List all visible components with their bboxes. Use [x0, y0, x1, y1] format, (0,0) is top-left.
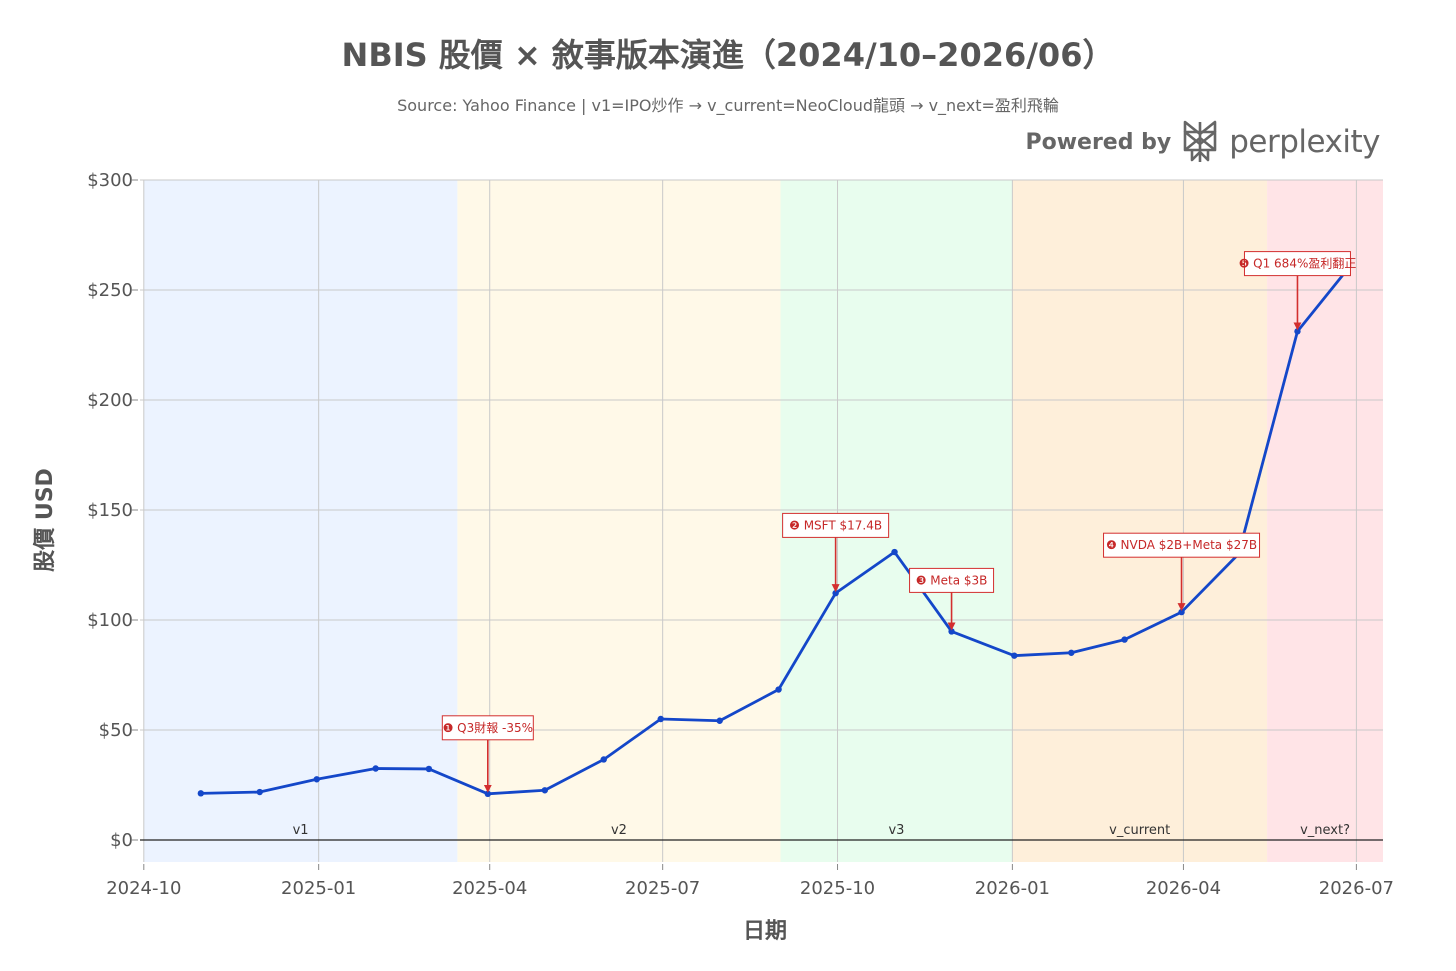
annotation-box-3	[1103, 532, 1261, 558]
era-label-1: v2	[611, 823, 627, 838]
era-band-3	[1012, 180, 1268, 862]
data-point-12	[891, 548, 898, 556]
chart-subtitle: Source: Yahoo Finance | v1=IPO炒作 → v_cur…	[397, 96, 1059, 115]
annotation-box-1	[782, 512, 890, 538]
x-tick-label-6: 2026-04	[1146, 878, 1221, 899]
y-tick-label-6: $300	[87, 170, 133, 191]
data-point-5	[484, 790, 492, 797]
era-band-1	[457, 180, 781, 862]
data-point-16	[1121, 636, 1128, 643]
annotation-label-0: ❶ Q3財報 -35%	[443, 720, 533, 735]
brand-name: perplexity	[1229, 124, 1380, 160]
x-tick-label-0: 2024-10	[106, 878, 181, 899]
x-axis-title: 日期	[743, 919, 787, 944]
data-point-3	[372, 765, 379, 772]
era-label-4: v_next?	[1300, 823, 1350, 838]
brand-prefix: Powered by	[1025, 129, 1172, 155]
x-tick-label-2: 2025-04	[452, 878, 527, 899]
brand-badge: Powered by perplexity	[1025, 120, 1380, 164]
data-point-19	[1294, 328, 1301, 335]
x-tick-label-4: 2025-10	[800, 878, 875, 899]
data-point-11	[832, 589, 839, 597]
era-bands	[143, 180, 1383, 862]
annotation-label-1: ❷ MSFT $17.4B	[789, 518, 882, 532]
data-point-0	[197, 790, 205, 797]
annotation-label-3: ❹ NVDA $2B+Meta $27B	[1106, 538, 1257, 552]
data-point-7	[600, 756, 607, 763]
annotation-box-4	[1243, 251, 1351, 277]
era-label-3: v_current	[1109, 823, 1170, 838]
era-label-2: v3	[888, 823, 904, 838]
y-axis-title: 股價 USD	[33, 468, 58, 572]
data-point-14	[1011, 652, 1018, 659]
data-point-2	[313, 776, 320, 783]
data-point-17	[1178, 608, 1185, 616]
y-tick-label-1: $50	[99, 720, 133, 741]
data-point-15	[1068, 649, 1075, 656]
y-tick-label-5: $250	[87, 280, 133, 301]
era-band-4	[1267, 180, 1383, 862]
data-point-10	[775, 686, 782, 693]
data-point-8	[657, 715, 664, 723]
y-tick-label-3: $150	[87, 500, 133, 521]
data-point-13	[948, 628, 955, 635]
y-tick-label-2: $100	[87, 610, 133, 631]
chart-title: NBIS 股價 × 敘事版本演進（2024/10–2026/06）	[341, 36, 1115, 74]
annotation-box-2	[909, 567, 995, 593]
annotation-label-2: ❸ Meta $3B	[916, 573, 988, 587]
data-point-4	[425, 765, 433, 773]
annotations: ❶ Q3財報 -35% ❷ MSFT $17.4B ❸ Meta $3B ❹ NVDA…	[441, 251, 1357, 793]
x-tick-label-1: 2025-01	[281, 878, 356, 899]
annotation-box-0	[441, 715, 534, 741]
axes: $0 $50 $100 $150 $200 $250 $300 2024-10 2025-01 2…	[87, 170, 1394, 899]
y-tick-label-0: $0	[110, 830, 133, 851]
x-tick-label-3: 2025-07	[625, 878, 700, 899]
era-label-0: v1	[293, 823, 309, 838]
era-labels: v1 v2 v3 v_current v_next?	[293, 823, 1350, 838]
era-band-0	[143, 180, 458, 862]
y-tick-label-4: $200	[87, 390, 133, 411]
data-point-9	[716, 717, 723, 724]
annotation-label-4: ❺ Q1 684%盈利翻正	[1239, 257, 1357, 271]
perplexity-logo-icon	[1183, 120, 1217, 162]
x-tick-label-7: 2026-07	[1319, 878, 1394, 899]
x-tick-label-5: 2026-01	[975, 878, 1050, 899]
data-point-6	[541, 787, 549, 794]
data-point-1	[256, 788, 263, 796]
